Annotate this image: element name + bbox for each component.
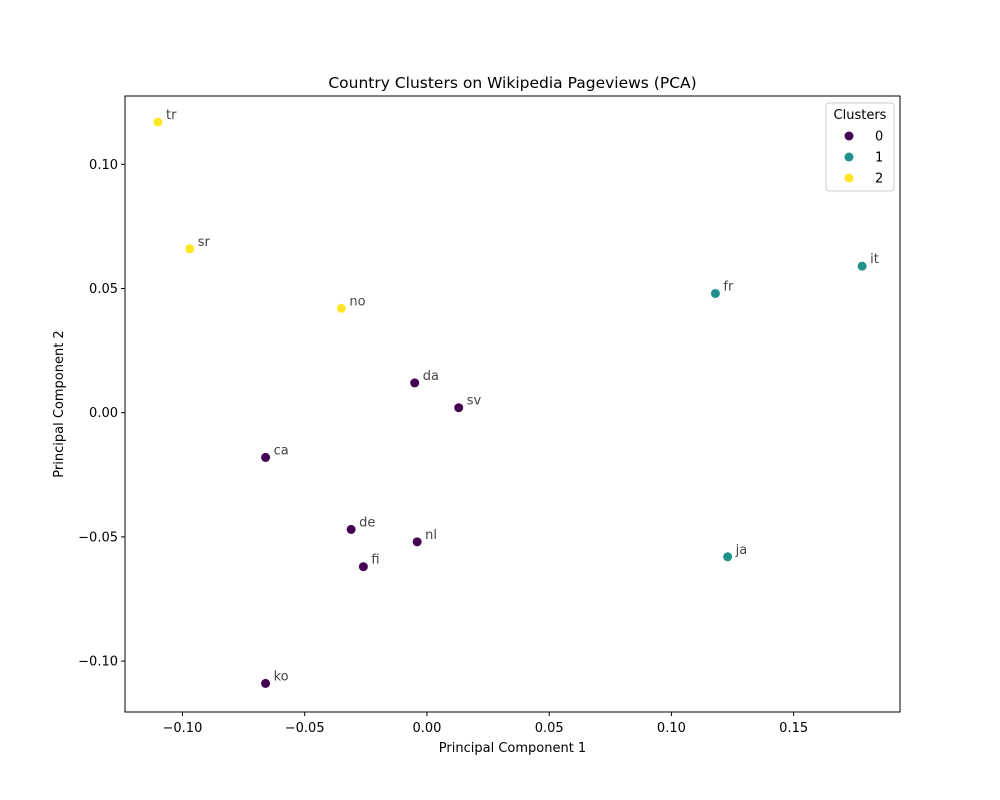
data-point-fr	[710, 288, 720, 298]
data-point-no	[336, 303, 346, 313]
data-point-ja	[723, 552, 733, 562]
point-label-nl: nl	[425, 528, 437, 543]
legend-label-1: 1	[875, 151, 883, 166]
x-tick-label: −0.05	[285, 721, 325, 736]
data-point-ca	[261, 452, 271, 462]
data-points: tr sr no da sv ca de nl fi ko it fr ja	[153, 108, 879, 688]
data-point-tr	[153, 117, 163, 127]
legend-marker-1	[844, 152, 854, 162]
point-label-ca: ca	[274, 443, 289, 458]
x-tick-label: 0.05	[535, 721, 564, 736]
data-point-sv	[454, 403, 464, 413]
point-label-ja: ja	[735, 543, 748, 558]
point-label-sr: sr	[198, 235, 211, 250]
data-point-da	[410, 378, 420, 388]
x-axis-label: Principal Component 1	[439, 741, 586, 756]
point-label-ko: ko	[274, 669, 289, 684]
legend-marker-0	[844, 131, 854, 141]
x-tick-label: −0.10	[163, 721, 203, 736]
axis-ticks: −0.10 −0.05 0.00 0.05 0.10 0.15 −0.10 −0.05 0.00…	[78, 158, 808, 736]
x-tick-label: 0.00	[412, 721, 441, 736]
x-tick-label: 0.15	[779, 721, 808, 736]
y-tick-label: 0.00	[89, 406, 118, 421]
y-tick-label: 0.10	[89, 158, 118, 173]
point-label-tr: tr	[166, 108, 177, 123]
data-point-fi	[358, 562, 368, 572]
point-label-sv: sv	[467, 394, 482, 409]
legend-label-2: 2	[875, 172, 883, 187]
plot-frame	[124, 95, 901, 713]
legend-box	[825, 102, 895, 192]
point-label-no: no	[349, 294, 365, 309]
point-label-da: da	[423, 369, 439, 384]
y-tick-label: 0.05	[89, 282, 118, 297]
legend-title: Clusters	[834, 108, 887, 123]
y-axis-label: Principal Component 2	[52, 330, 67, 477]
point-label-it: it	[870, 252, 879, 267]
data-point-sr	[185, 244, 195, 254]
y-tick-label: −0.10	[78, 655, 118, 670]
legend-marker-2	[844, 173, 854, 183]
point-label-de: de	[359, 515, 375, 530]
data-point-ko	[261, 678, 271, 688]
legend: Clusters 0 1 2	[825, 102, 895, 192]
data-point-de	[346, 524, 356, 534]
data-point-it	[857, 261, 867, 271]
y-tick-label: −0.05	[78, 530, 118, 545]
x-tick-label: 0.10	[657, 721, 686, 736]
legend-label-0: 0	[875, 130, 883, 145]
chart-title: Country Clusters on Wikipedia Pageviews …	[328, 74, 696, 92]
point-label-fi: fi	[371, 553, 379, 568]
data-point-nl	[412, 537, 422, 547]
point-label-fr: fr	[723, 279, 734, 294]
